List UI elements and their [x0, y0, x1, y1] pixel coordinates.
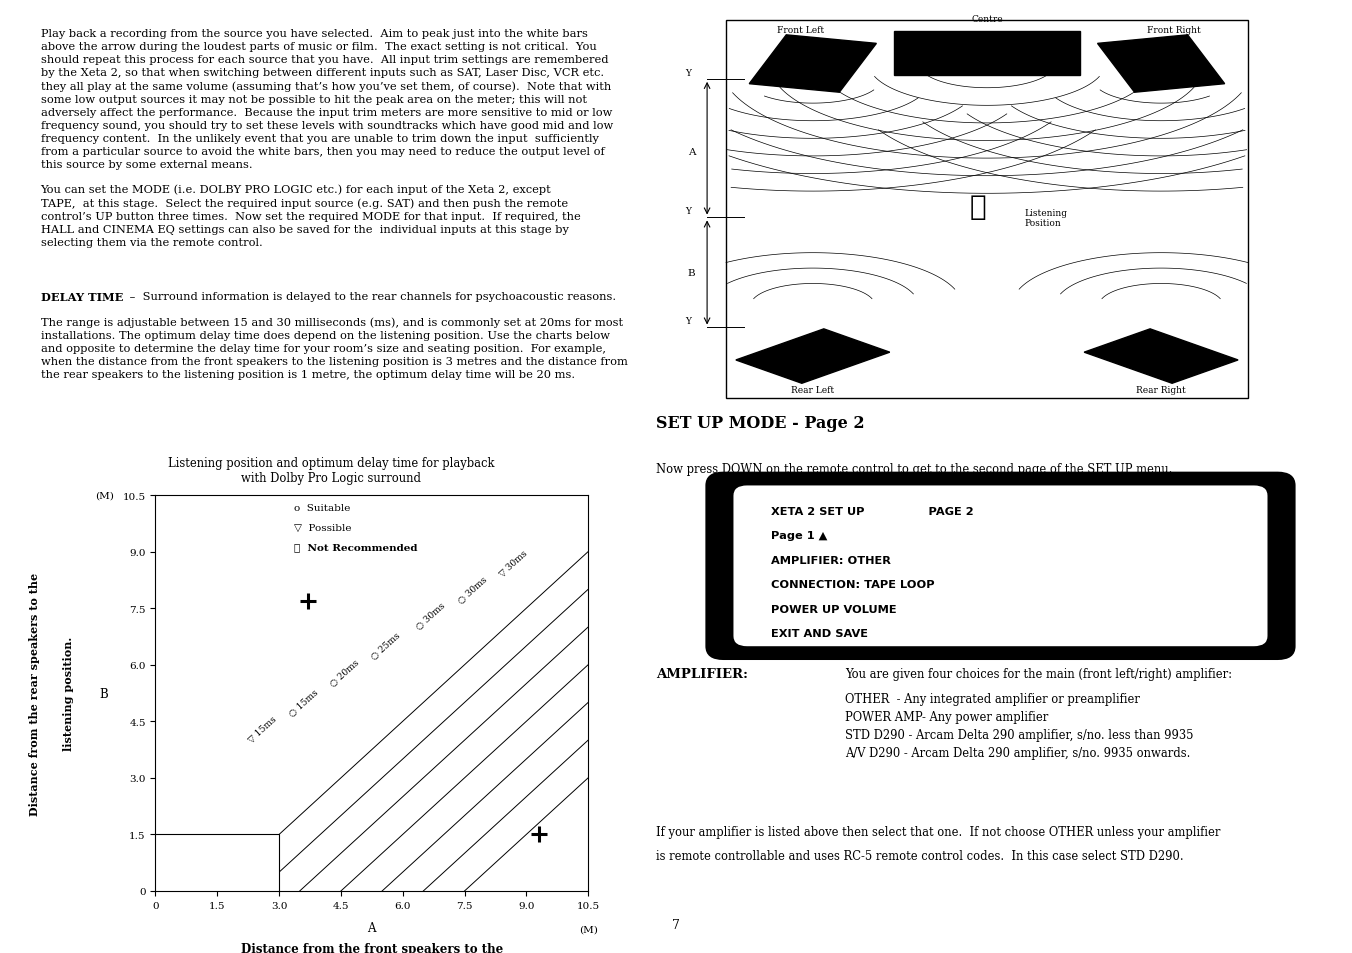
Text: EXIT AND SAVE: EXIT AND SAVE [771, 629, 868, 639]
Text: Now press DOWN on the remote control to get to the second page of the SET UP men: Now press DOWN on the remote control to … [656, 463, 1172, 476]
Text: Y: Y [685, 207, 691, 216]
Text: ○ 15ms: ○ 15ms [288, 687, 320, 718]
Text: Page 1 ▲: Page 1 ▲ [771, 531, 827, 540]
Text: DELAY TIME: DELAY TIME [41, 292, 123, 303]
Text: ✕  Not Recommended: ✕ Not Recommended [293, 543, 418, 552]
Text: The range is adjustable between 15 and 30 milliseconds (ms), and is commonly set: The range is adjustable between 15 and 3… [41, 317, 627, 379]
Bar [735, 330, 890, 384]
Text: with Dolby Pro Logic surround: with Dolby Pro Logic surround [241, 471, 422, 484]
Text: Front Left: Front Left [777, 26, 823, 35]
Text: Front Right: Front Right [1146, 26, 1201, 35]
Text: Centre: Centre [971, 15, 1003, 24]
Text: Listening
Position: Listening Position [1025, 209, 1067, 228]
Text: AMPLIFIER:: AMPLIFIER: [656, 667, 748, 679]
Text: Y: Y [685, 69, 691, 77]
Text: ▽  Possible: ▽ Possible [293, 523, 352, 532]
Text: AMPLIFIER: OTHER: AMPLIFIER: OTHER [771, 556, 891, 565]
Bar [749, 36, 876, 93]
Text: Distance from the front speakers to the: Distance from the front speakers to the [241, 943, 503, 953]
FancyBboxPatch shape [707, 474, 1294, 659]
Text: is remote controllable and uses RC-5 remote control codes.  In this case select : is remote controllable and uses RC-5 rem… [656, 849, 1183, 862]
Text: You can set the MODE (i.e. DOLBY PRO LOGIC etc.) for each input of the Xeta 2, e: You can set the MODE (i.e. DOLBY PRO LOG… [41, 185, 580, 248]
Text: POWER UP VOLUME: POWER UP VOLUME [771, 604, 896, 615]
Text: ○ 25ms: ○ 25ms [369, 631, 402, 661]
Text: Rear Right: Rear Right [1136, 385, 1186, 395]
Bar [155, 835, 279, 891]
Bar [1084, 330, 1238, 384]
Bar [1098, 36, 1225, 93]
Text: You are given four choices for the main (front left/right) amplifier:: You are given four choices for the main … [845, 667, 1232, 679]
Text: SET UP MODE - Page 2: SET UP MODE - Page 2 [656, 415, 864, 432]
Text: CONNECTION: TAPE LOOP: CONNECTION: TAPE LOOP [771, 579, 934, 590]
Text: ○ 30ms: ○ 30ms [415, 600, 448, 631]
Text: ○ 20ms: ○ 20ms [329, 658, 361, 688]
Text: Y: Y [685, 317, 691, 326]
Text: ▽ 30ms: ▽ 30ms [498, 549, 529, 578]
Text: 7: 7 [672, 918, 680, 931]
FancyBboxPatch shape [733, 486, 1268, 646]
Text: (M): (M) [96, 491, 115, 500]
Text: B: B [688, 269, 695, 277]
Text: ○ 30ms: ○ 30ms [456, 575, 488, 605]
Text: A: A [368, 921, 376, 934]
Text: ✕: ✕ [969, 193, 986, 221]
Text: XETA 2 SET UP                PAGE 2: XETA 2 SET UP PAGE 2 [771, 506, 973, 517]
Text: If your amplifier is listed above then select that one.  If not choose OTHER unl: If your amplifier is listed above then s… [656, 825, 1220, 838]
Text: Distance from the rear speakers to the: Distance from the rear speakers to the [28, 572, 39, 815]
Bar [894, 31, 1080, 75]
Text: (M): (M) [579, 925, 598, 934]
Bar [726, 21, 1248, 398]
Text: o  Suitable: o Suitable [293, 503, 350, 513]
Text: OTHER  - Any integrated amplifier or preamplifier
POWER AMP- Any power amplifier: OTHER - Any integrated amplifier or prea… [845, 693, 1194, 760]
Text: –  Surround information is delayed to the rear channels for psychoacoustic reaso: – Surround information is delayed to the… [126, 292, 617, 302]
Text: Listening position and optimum delay time for playback: Listening position and optimum delay tim… [168, 456, 495, 470]
Text: Play back a recording from the source you have selected.  Aim to peak just into : Play back a recording from the source yo… [41, 29, 612, 170]
Text: B: B [99, 687, 108, 700]
Text: Rear Left: Rear Left [791, 385, 834, 395]
Text: A: A [688, 148, 695, 157]
Text: ▽ 15ms: ▽ 15ms [246, 715, 279, 744]
Text: listening position.: listening position. [64, 637, 74, 750]
